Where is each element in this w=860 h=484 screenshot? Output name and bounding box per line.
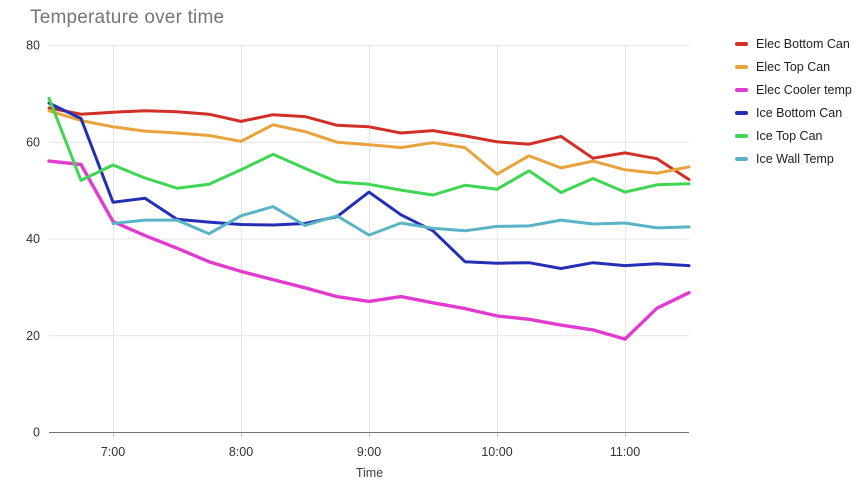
legend-swatch-icon xyxy=(735,87,748,92)
legend-item-elec-bottom-can[interactable]: Elec Bottom Can xyxy=(735,32,852,55)
y-tick-label: 20 xyxy=(26,329,40,343)
y-tick-label: 40 xyxy=(26,232,40,246)
legend-label: Ice Top Can xyxy=(756,128,823,143)
y-tick-label: 60 xyxy=(26,135,40,149)
series-line-ice-bottom-can xyxy=(47,101,691,270)
legend-swatch-icon xyxy=(735,156,748,161)
chart-legend: Elec Bottom Can Elec Top Can Elec Cooler t… xyxy=(735,32,852,170)
legend-item-ice-top-can[interactable]: Ice Top Can xyxy=(735,124,852,147)
legend-label: Ice Bottom Can xyxy=(756,105,843,120)
legend-swatch-icon xyxy=(735,41,748,46)
legend-item-ice-wall-temp[interactable]: Ice Wall Temp xyxy=(735,147,852,170)
x-tick-label: 10:00 xyxy=(481,445,512,459)
legend-label: Ice Wall Temp xyxy=(756,151,834,166)
series-line-ice-wall-temp xyxy=(111,205,691,237)
series-line-elec-top-can xyxy=(47,109,691,176)
legend-item-elec-cooler-temp[interactable]: Elec Cooler temp xyxy=(735,78,852,101)
legend-swatch-icon xyxy=(735,133,748,138)
series-line-ice-top-can xyxy=(47,96,691,197)
x-axis-title: Time xyxy=(355,466,384,480)
legend-swatch-icon xyxy=(735,64,748,69)
chart-title: Temperature over time xyxy=(30,7,225,28)
series-line-elec-bottom-can xyxy=(47,106,691,181)
y-tick-label: 80 xyxy=(26,39,40,53)
series-line-elec-cooler-temp xyxy=(47,159,691,341)
x-tick-label: 8:00 xyxy=(229,445,253,459)
y-tick-label: 0 xyxy=(33,426,40,440)
x-tick-label: 11:00 xyxy=(610,445,640,459)
x-tick-label: 7:00 xyxy=(101,445,125,459)
x-tick-label: 9:00 xyxy=(357,445,381,459)
legend-label: Elec Cooler temp xyxy=(756,82,852,97)
legend-label: Elec Bottom Can xyxy=(756,36,850,51)
legend-item-elec-top-can[interactable]: Elec Top Can xyxy=(735,55,852,78)
legend-label: Elec Top Can xyxy=(756,59,831,74)
legend-swatch-icon xyxy=(735,110,748,115)
legend-item-ice-bottom-can[interactable]: Ice Bottom Can xyxy=(735,101,852,124)
